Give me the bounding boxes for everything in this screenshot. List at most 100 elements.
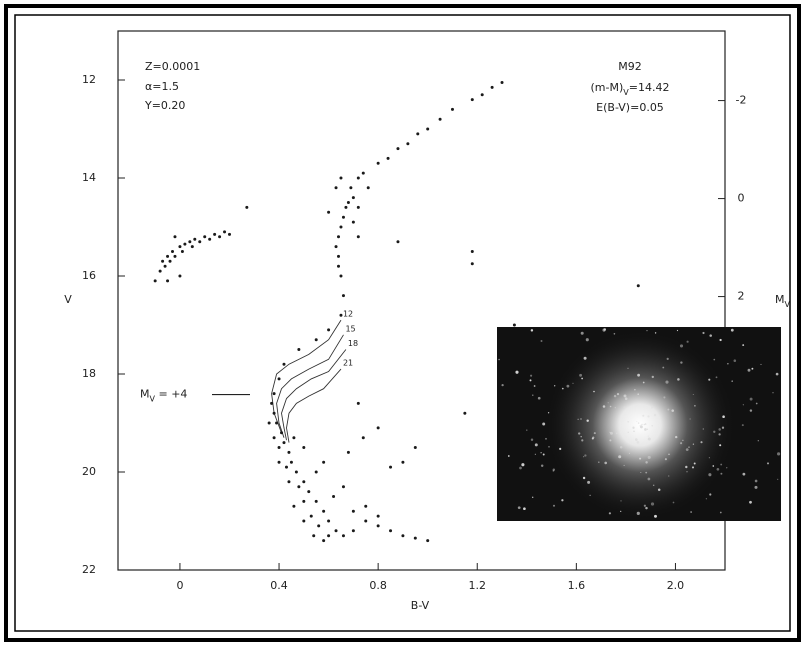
cluster-core <box>545 330 735 520</box>
photo-star <box>653 413 657 417</box>
photo-star <box>727 363 729 365</box>
photo-star <box>643 423 645 426</box>
star-point <box>292 436 296 440</box>
photo-star <box>634 438 638 441</box>
star-point <box>302 446 306 449</box>
photo-star <box>693 462 696 465</box>
star-point <box>376 514 380 518</box>
star-point <box>636 284 640 288</box>
photo-star <box>530 374 533 377</box>
star-point <box>450 107 454 111</box>
star-point <box>158 269 162 273</box>
star-point <box>327 210 331 214</box>
photo-star <box>644 423 647 426</box>
photo-star <box>645 471 648 474</box>
star-point <box>512 323 516 327</box>
photo-star <box>680 361 683 364</box>
star-point <box>364 519 368 523</box>
photo-star <box>652 484 655 487</box>
photo-star <box>692 443 695 445</box>
star-point <box>277 446 281 449</box>
photo-star <box>686 471 688 473</box>
star-point <box>327 519 331 523</box>
photo-star <box>542 422 546 426</box>
photo-star <box>581 439 584 442</box>
photo-star <box>636 440 640 444</box>
star-point <box>389 529 393 533</box>
y-tick-label: 20 <box>82 465 96 478</box>
star-point <box>302 519 306 523</box>
photo-star <box>637 373 640 377</box>
photo-star <box>654 514 657 518</box>
star-point <box>314 470 318 474</box>
star-point <box>188 240 192 244</box>
photo-star <box>685 448 689 451</box>
star-point <box>426 127 430 131</box>
photo-star <box>585 338 589 342</box>
star-point <box>470 250 474 253</box>
y-tick-label: 12 <box>82 73 96 86</box>
star-point <box>334 529 338 533</box>
star-point <box>470 98 474 102</box>
photo-star <box>731 380 733 382</box>
star-point <box>341 534 345 538</box>
photo-star <box>613 394 617 398</box>
turnoff-sub: V <box>150 394 156 403</box>
photo-star <box>657 488 661 492</box>
photo-star <box>690 511 692 513</box>
y-tick-label: 14 <box>82 171 96 184</box>
photo-star <box>540 340 543 342</box>
photo-star <box>733 359 737 362</box>
star-point <box>356 205 360 209</box>
photo-star <box>749 409 753 412</box>
star-point <box>223 230 227 234</box>
x-tick-label: 2.0 <box>667 579 685 592</box>
star-point <box>178 274 182 278</box>
star-point <box>327 328 331 332</box>
star-point <box>272 436 276 440</box>
isochrone <box>276 334 344 438</box>
star-point <box>272 392 276 396</box>
photo-star <box>749 500 752 504</box>
photo-star <box>627 367 629 369</box>
star-point <box>289 460 293 464</box>
star-point <box>356 235 360 239</box>
star-point <box>190 245 194 249</box>
x-tick-label: 0 <box>176 579 183 592</box>
photo-star <box>718 433 721 436</box>
star-point <box>317 524 321 528</box>
photo-star <box>715 376 718 379</box>
star-point <box>208 237 212 241</box>
star-point <box>277 377 281 381</box>
photo-star <box>726 467 728 469</box>
dm-main: (m-M) <box>591 81 624 94</box>
photo-star <box>637 422 640 424</box>
photo-star <box>767 462 769 465</box>
star-point <box>297 485 301 489</box>
star-point <box>287 450 291 454</box>
photo-star <box>650 502 655 506</box>
photo-star <box>642 414 645 417</box>
star-point <box>480 93 484 97</box>
star-point <box>180 250 184 253</box>
photo-star <box>689 418 691 420</box>
photo-star <box>526 429 528 431</box>
photo-star <box>755 402 758 405</box>
star-point <box>166 279 170 283</box>
photo-star <box>586 419 589 422</box>
y2-tick-label: -2 <box>736 94 747 107</box>
star-point <box>178 245 182 249</box>
photo-star <box>720 472 723 475</box>
star-point <box>166 254 170 258</box>
photo-star <box>651 375 654 379</box>
photo-star <box>561 387 564 390</box>
photo-star <box>686 340 689 343</box>
dm-sub: V <box>623 88 629 97</box>
star-point <box>173 254 177 258</box>
isochrone <box>271 319 342 433</box>
star-point <box>337 254 341 258</box>
photo-star <box>607 402 609 404</box>
photo-star <box>639 425 643 429</box>
distance-modulus: (m-M)V=14.42 <box>591 81 670 97</box>
x-tick-label: 1.2 <box>468 579 486 592</box>
